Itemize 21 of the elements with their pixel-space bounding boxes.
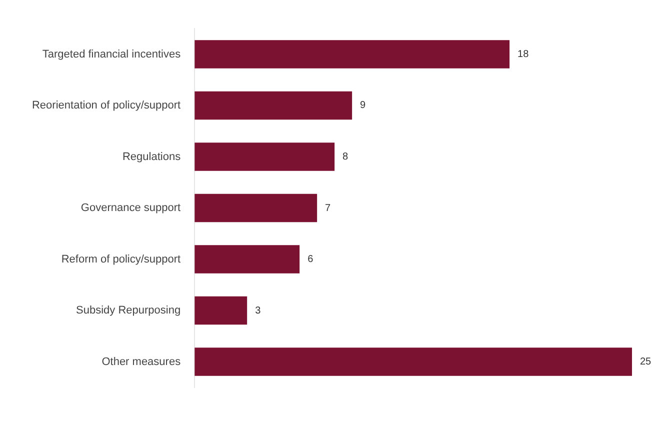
data-label: 18: [518, 48, 530, 60]
data-label: 25: [640, 356, 652, 368]
bar: [194, 348, 632, 376]
y-tick-label: Reform of policy/support: [61, 253, 181, 266]
data-label: 8: [342, 151, 349, 162]
y-tick-label: Targeted financial incentives: [42, 48, 182, 60]
data-label: 6: [308, 254, 314, 266]
data-label: 3: [255, 305, 262, 316]
y-tick-label: Subsidy Repurposing: [76, 304, 181, 317]
bar: [194, 40, 510, 68]
bar: [194, 245, 300, 274]
bar: [194, 91, 352, 120]
y-tick-label: Reorientation of policy/support: [32, 100, 181, 112]
data-label: 7: [325, 202, 332, 214]
data-label: 9: [360, 100, 366, 112]
y-tick-label: Governance support: [80, 202, 181, 214]
y-tick-label: Regulations: [122, 150, 182, 163]
bar: [194, 296, 248, 325]
bar: [194, 194, 318, 222]
y-tick-label: Other measures: [102, 356, 182, 368]
bar: [194, 142, 335, 171]
